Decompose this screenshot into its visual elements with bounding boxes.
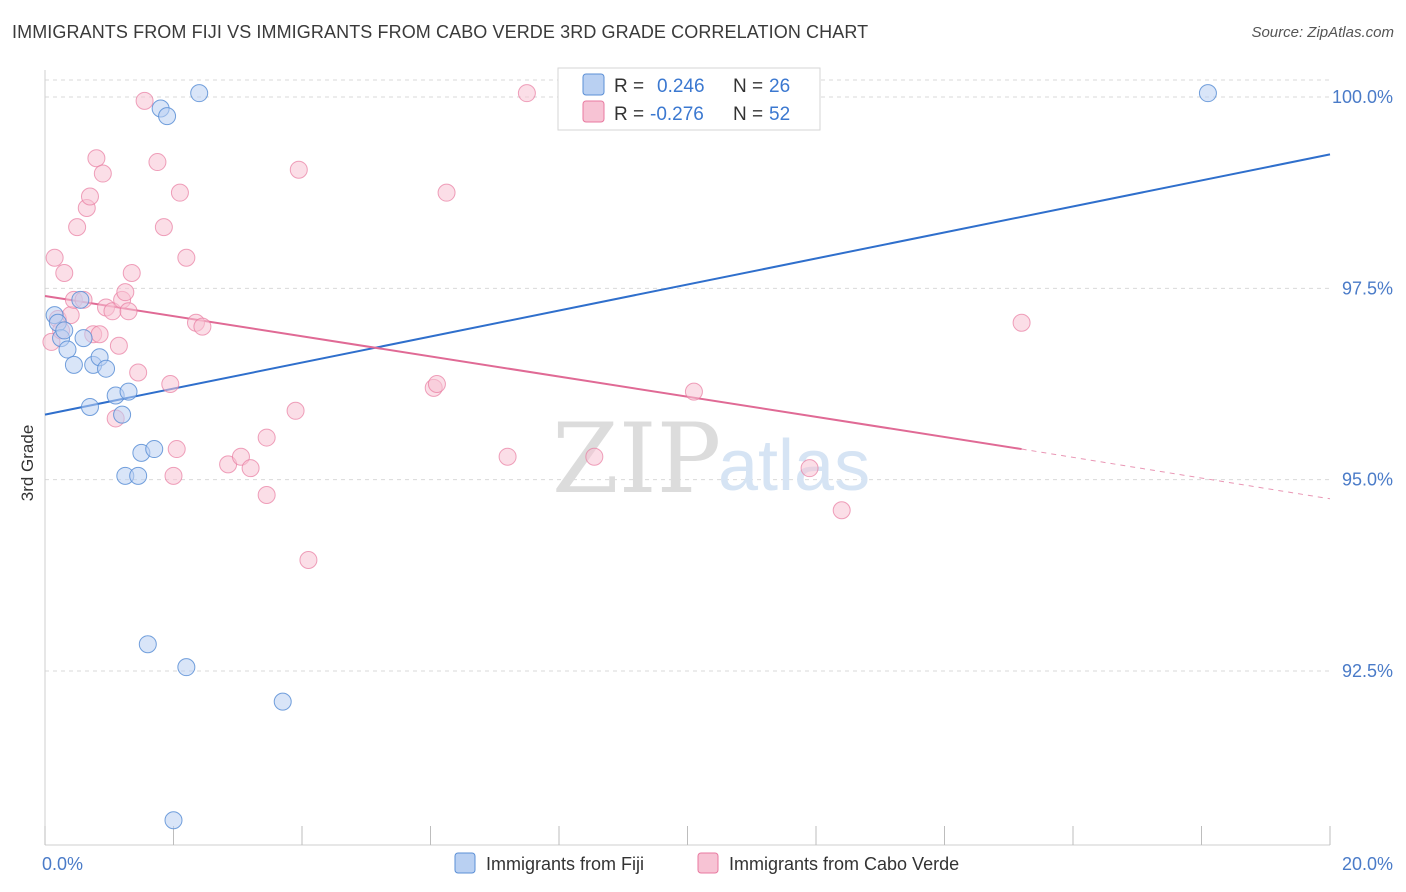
cabo-point <box>257 428 276 447</box>
y-tick-label: 97.5% <box>1342 278 1393 298</box>
cabo-point <box>55 264 74 283</box>
fiji-point <box>113 405 132 424</box>
cabo-point <box>177 248 196 267</box>
fiji-point <box>273 692 292 711</box>
fiji-point <box>158 107 177 126</box>
fiji-point <box>129 466 148 485</box>
fiji-point <box>164 811 183 830</box>
legend-fiji-r-label: R = <box>614 76 644 97</box>
chart-title: IMMIGRANTS FROM FIJI VS IMMIGRANTS FROM … <box>12 22 869 42</box>
legend-cabo-n-label: N = <box>733 104 763 125</box>
fiji-point <box>71 290 90 309</box>
series-legend-fiji-label: Immigrants from Fiji <box>486 854 644 874</box>
cabo-point <box>87 149 106 168</box>
fiji-point <box>58 340 77 359</box>
cabo-point <box>286 401 305 420</box>
cabo-point <box>122 264 141 283</box>
cabo-point <box>800 459 819 478</box>
fiji-point <box>64 355 83 374</box>
cabo-point <box>135 91 154 110</box>
series-legend-cabo-label: Immigrants from Cabo Verde <box>729 854 959 874</box>
legend-fiji-swatch <box>582 73 605 96</box>
series-legend-cabo-swatch <box>697 852 719 874</box>
cabo-point <box>585 447 604 466</box>
cabo-point <box>80 187 99 206</box>
fiji-trend-line <box>44 153 1331 416</box>
cabo-point <box>193 317 212 336</box>
cabo-point <box>832 501 851 520</box>
cabo-point <box>154 218 173 237</box>
fiji-point <box>177 658 196 677</box>
cabo-point <box>161 375 180 393</box>
series-legend: Immigrants from Fiji Immigrants from Cab… <box>454 852 959 874</box>
legend-cabo-swatch <box>582 100 605 123</box>
cabo-point <box>109 336 128 355</box>
fiji-point <box>145 440 164 459</box>
legend-cabo-r-value: -0.276 <box>650 104 704 125</box>
cabo-point <box>93 164 112 183</box>
cabo-point <box>167 440 186 459</box>
ticks-layer: 100.0% 97.5% 95.0% 92.5% 0.0% 20.0% <box>42 87 1393 874</box>
source-label: Source: ZipAtlas.com <box>1251 24 1394 41</box>
watermark: ZIP atlas <box>552 403 870 515</box>
cabo-point <box>299 551 318 570</box>
cabo-point <box>498 447 517 466</box>
cabo-point <box>116 283 135 302</box>
legend-cabo-n-value: 52 <box>769 104 790 125</box>
cabo-point <box>45 248 64 267</box>
cabo-point <box>1012 313 1031 332</box>
fiji-point <box>119 382 138 401</box>
cabo-point <box>517 84 536 103</box>
cabo-point <box>90 325 109 344</box>
axes-layer <box>44 70 1331 846</box>
legend-fiji-n-label: N = <box>733 76 763 97</box>
cabo-trend-extension <box>1021 448 1331 500</box>
cabo-point <box>231 447 250 466</box>
cabo-point <box>148 153 167 172</box>
y-tick-label: 92.5% <box>1342 661 1393 681</box>
stats-legend: R = 0.246 N = 26 R = -0.276 N = 52 <box>557 67 821 131</box>
cabo-point <box>289 160 308 179</box>
fiji-point <box>74 329 93 348</box>
x-tick-label: 0.0% <box>42 854 83 874</box>
cabo-point <box>257 485 276 504</box>
fiji-point <box>97 359 116 378</box>
cabo-point <box>68 218 87 237</box>
series-legend-fiji-swatch <box>454 852 476 874</box>
watermark-zip: ZIP <box>552 403 721 515</box>
cabo-point <box>684 382 703 401</box>
legend-fiji-n-value: 26 <box>769 76 790 97</box>
watermark-atlas: atlas <box>718 426 870 506</box>
fiji-point <box>80 397 99 416</box>
fiji-point <box>190 84 209 103</box>
cabo-point <box>241 459 260 478</box>
cabo-point <box>437 183 456 202</box>
legend-cabo-r-label: R = <box>614 104 644 125</box>
x-tick-label: 20.0% <box>1342 854 1393 874</box>
cabo-point <box>164 466 183 485</box>
fiji-point <box>1198 84 1217 103</box>
cabo-point <box>129 363 148 382</box>
points-layer <box>42 84 1217 830</box>
legend-fiji-r-value: 0.246 <box>657 76 705 97</box>
y-tick-label: 95.0% <box>1342 470 1393 490</box>
cabo-point <box>119 302 138 321</box>
cabo-point <box>170 183 189 202</box>
y-tick-label: 100.0% <box>1332 87 1393 107</box>
y-axis-label: 3rd Grade <box>18 425 37 502</box>
fiji-point <box>55 321 74 340</box>
cabo-point <box>427 375 446 393</box>
fiji-point <box>138 635 157 654</box>
